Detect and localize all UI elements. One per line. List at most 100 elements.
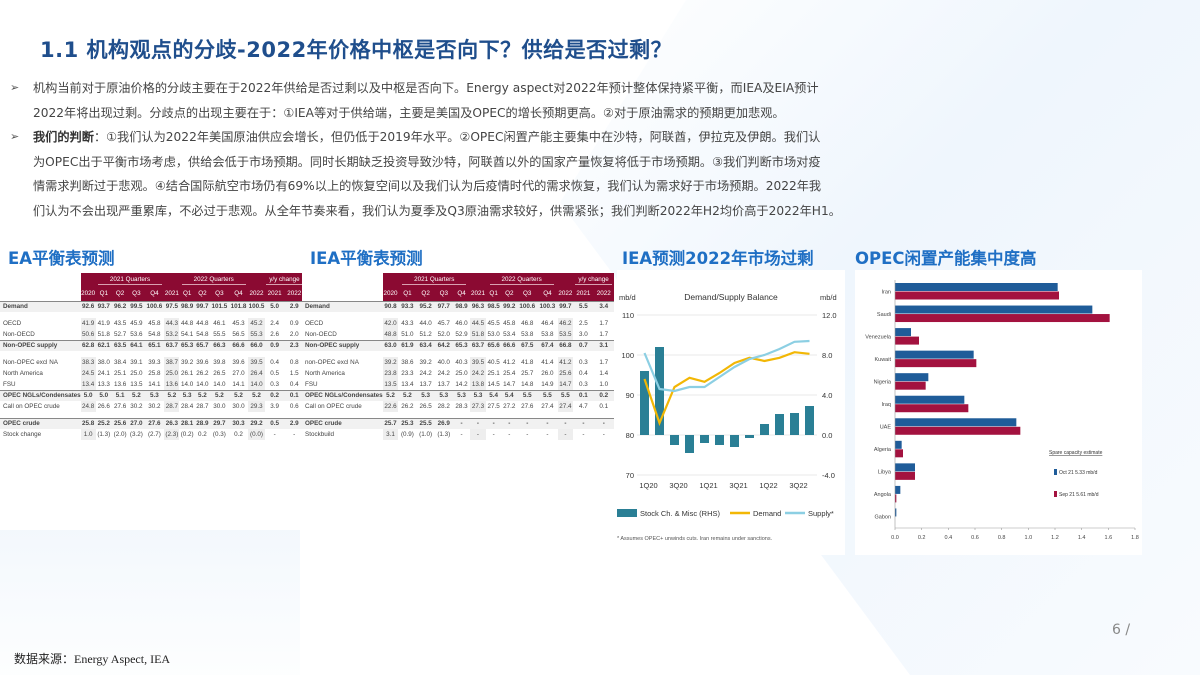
table-cell: 0.4 bbox=[270, 359, 280, 366]
svg-text:Iran: Iran bbox=[882, 289, 891, 295]
stock-change-bar bbox=[775, 414, 784, 435]
table-cell: 26.6 bbox=[97, 403, 110, 410]
table-row: FSU 13.4 13.3 13.6 13.5 14.1 13.6 14.0 14.0 14.0 1… bbox=[0, 379, 304, 390]
opec-spare-capacity-chart-svg: Iran Saudi Venezuela Kuwait Nigeria Iraq UAE Al… bbox=[865, 280, 1139, 541]
table-cell: 101.5 bbox=[209, 300, 229, 312]
table-cell: 1.0 bbox=[599, 380, 609, 388]
table-cell: 28.3 bbox=[455, 403, 468, 410]
table-cell: 0.2 bbox=[264, 389, 285, 401]
table-cell: 44.0 bbox=[419, 320, 432, 327]
column-header: Q3 bbox=[209, 287, 229, 301]
spare-capacity-bar bbox=[895, 404, 969, 413]
svg-text:8.0: 8.0 bbox=[822, 351, 832, 360]
svg-text:Libya: Libya bbox=[878, 470, 892, 476]
spare-capacity-bar bbox=[895, 485, 901, 494]
svg-text:3Q21: 3Q21 bbox=[729, 481, 747, 490]
svg-text:Spare capacity estimate: Spare capacity estimate bbox=[1049, 450, 1103, 456]
table-cell: 13.5 bbox=[382, 379, 399, 390]
table-cell: 1.7 bbox=[599, 330, 609, 338]
table-cell: 65.1 bbox=[144, 339, 165, 351]
table-cell: 53.8 bbox=[521, 330, 534, 338]
table-cell: 5.2 bbox=[248, 389, 265, 401]
table-cell: 24.1 bbox=[97, 370, 110, 377]
table-cell: 2.3 bbox=[284, 339, 304, 351]
header-group: 2022 Quarters bbox=[181, 276, 246, 285]
table-cell: 42.0 bbox=[382, 318, 399, 329]
table-cell: 66.6 bbox=[501, 339, 518, 351]
row-label: OECD bbox=[3, 320, 22, 327]
supply-line bbox=[643, 339, 810, 393]
column-header: Q1 bbox=[398, 287, 417, 301]
svg-text:Kuwait: Kuwait bbox=[874, 357, 891, 363]
svg-text:0.2: 0.2 bbox=[918, 535, 926, 541]
table-cell: 44.8 bbox=[181, 320, 194, 327]
table-row: Non-OECD 48.8 51.0 51.2 52.0 52.9 51.8 53.0 53.4… bbox=[302, 329, 614, 340]
row-label: Non-OECD bbox=[3, 330, 35, 338]
svg-text:70: 70 bbox=[626, 471, 634, 480]
svg-text:0.8: 0.8 bbox=[998, 535, 1006, 541]
table-cell: 53.8 bbox=[541, 330, 554, 338]
stock-change-bar bbox=[730, 435, 739, 447]
table-cell: 64.1 bbox=[128, 339, 145, 351]
table-cell: 3.1 bbox=[382, 429, 399, 440]
table-cell: 100.6 bbox=[517, 300, 538, 312]
table-cell: 13.7 bbox=[437, 380, 450, 388]
svg-text:Nigeria: Nigeria bbox=[874, 379, 892, 385]
table-cell: 2.6 bbox=[270, 330, 280, 338]
bullet-bold-label: 我们的判断 bbox=[33, 130, 94, 144]
column-header: Q4 bbox=[228, 287, 249, 301]
svg-text:110: 110 bbox=[622, 311, 634, 320]
table-cell: 2.0 bbox=[289, 330, 299, 338]
table-cell: 39.6 bbox=[196, 359, 209, 366]
table-cell: 51.0 bbox=[401, 330, 414, 338]
table-cell: 0.2 bbox=[234, 431, 243, 438]
column-header: Q4 bbox=[144, 287, 165, 301]
svg-text:1.6: 1.6 bbox=[1105, 535, 1113, 541]
column-header: Q4 bbox=[452, 287, 471, 301]
table-cell: 50.6 bbox=[80, 329, 96, 340]
bullet-line: 机构当前对于原油价格的分歧主要在于2022年供给是否过剩以及中枢是否向下。Ene… bbox=[33, 81, 819, 95]
table-cell: 45.8 bbox=[503, 320, 516, 327]
table-cell: 96.3 bbox=[470, 300, 486, 312]
table-cell: 45.8 bbox=[148, 320, 161, 327]
table-cell: 28.7 bbox=[196, 403, 209, 410]
table-row: OECD 41.9 41.9 43.5 45.9 45.8 44.3 44.8 44.8 46.1… bbox=[0, 318, 304, 329]
table-cell: 3.4 bbox=[593, 300, 614, 312]
table-cell: 40.0 bbox=[437, 359, 450, 366]
table-cell: 5.2 bbox=[382, 389, 399, 401]
table-row: FSU 13.5 13.4 13.7 13.7 14.2 13.8 14.5 14.7 14.8 1… bbox=[302, 379, 614, 390]
spare-capacity-bar bbox=[895, 283, 1058, 291]
table-cell: 53.6 bbox=[130, 330, 143, 338]
column-header: 2022 bbox=[557, 287, 574, 301]
table-cell: 5.3 bbox=[452, 389, 471, 401]
spare-capacity-bar bbox=[895, 395, 965, 404]
iea-balance-table-panel: 2021 Quarters 2022 Quarters y/y change 2020… bbox=[302, 273, 614, 440]
table-cell: 41.9 bbox=[97, 320, 110, 327]
stock-change-bar bbox=[700, 435, 709, 443]
svg-text:1.2: 1.2 bbox=[1051, 535, 1059, 541]
table-cell: 62.1 bbox=[95, 339, 112, 351]
table-cell: 43.3 bbox=[401, 320, 414, 327]
stock-change-bar bbox=[805, 406, 814, 435]
svg-text:1.4: 1.4 bbox=[1078, 535, 1086, 541]
svg-text:1.8: 1.8 bbox=[1131, 535, 1139, 541]
spare-capacity-bar bbox=[895, 463, 915, 472]
svg-text:1Q21: 1Q21 bbox=[699, 481, 717, 490]
row-label: Demand bbox=[302, 300, 383, 312]
table-cell: 25.8 bbox=[80, 417, 96, 429]
column-header: 2021 bbox=[573, 287, 594, 301]
table-cell: 52.0 bbox=[437, 330, 450, 338]
table-cell: 0.1 bbox=[284, 389, 304, 401]
spare-capacity-bar bbox=[895, 426, 1021, 435]
table-cell: 38.6 bbox=[401, 359, 414, 366]
background-decoration-bottom bbox=[0, 530, 300, 675]
spare-capacity-bar bbox=[895, 359, 977, 368]
table-cell: 62.8 bbox=[80, 339, 96, 351]
table-cell: 52.9 bbox=[455, 330, 468, 338]
table-cell: 66.8 bbox=[557, 339, 574, 351]
svg-text:-4.0: -4.0 bbox=[822, 471, 835, 480]
table-cell: 1.4 bbox=[599, 370, 609, 377]
table-cell: 1.0 bbox=[80, 429, 96, 440]
table-cell: 65.7 bbox=[195, 339, 210, 351]
table-cell: 1.7 bbox=[599, 359, 609, 366]
